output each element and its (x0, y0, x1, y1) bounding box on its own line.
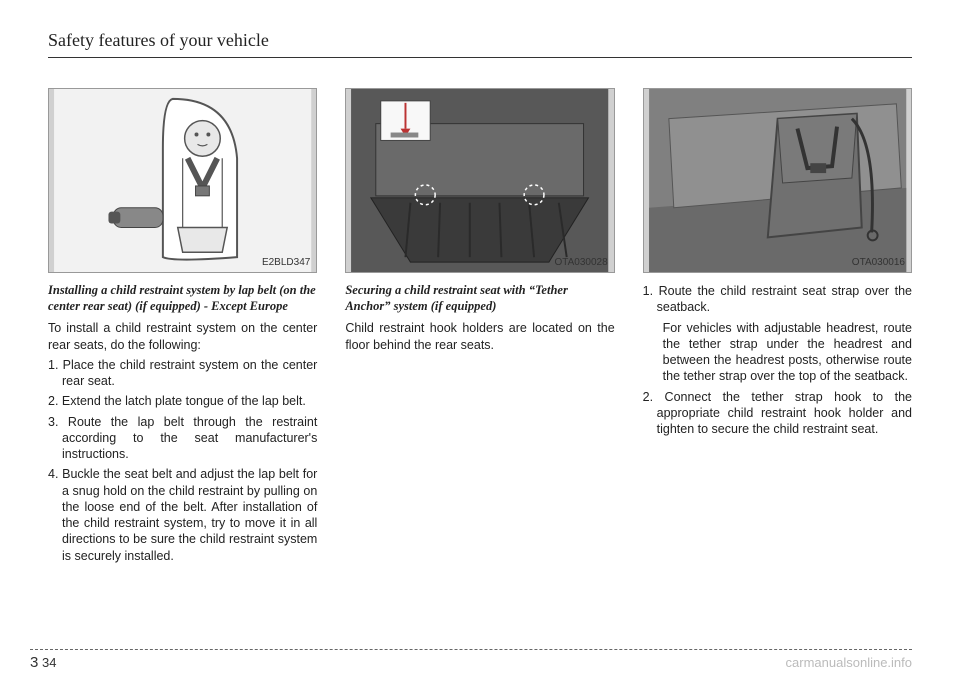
figure-label-2: OTA030028 (554, 257, 607, 268)
subhead-1: Installing a child restraint system by l… (48, 283, 317, 314)
col3-item1: 1. Route the child restraint seat strap … (643, 283, 912, 316)
trunk-floor-illustration (346, 89, 613, 272)
child-seat-illustration (49, 89, 316, 272)
col1-item4: 4. Buckle the seat belt and adjust the l… (48, 466, 317, 564)
column-3: OTA030016 1. Route the child restraint s… (643, 88, 912, 568)
page-header-title: Safety features of your vehicle (48, 30, 912, 57)
rear-seat-illustration (644, 89, 911, 272)
subhead-2: Securing a child restraint seat with “Te… (345, 283, 614, 314)
col3-item1-sub: For vehicles with adjustable headrest, r… (643, 320, 912, 385)
page-footer: 3 34 carmanualsonline.info (30, 649, 912, 671)
figure-tether-anchor-floor: OTA030028 (345, 88, 614, 273)
page-number-value: 34 (42, 655, 56, 670)
col1-intro: To install a child restraint system on t… (48, 320, 317, 353)
chapter-number: 3 (30, 654, 38, 671)
column-2: OTA030028 Securing a child restraint sea… (345, 88, 614, 568)
col1-item2: 2. Extend the latch plate tongue of the … (48, 393, 317, 409)
column-1: E2BLD347 Installing a child restraint sy… (48, 88, 317, 568)
col1-item3: 3. Route the lap belt through the restra… (48, 414, 317, 463)
content-columns: E2BLD347 Installing a child restraint sy… (48, 88, 912, 568)
col2-body: Child restraint hook holders are located… (345, 320, 614, 353)
header-rule (48, 57, 912, 58)
col1-item1: 1. Place the child restraint system on t… (48, 357, 317, 390)
figure-label-3: OTA030016 (852, 257, 905, 268)
watermark-text: carmanualsonline.info (786, 655, 912, 670)
figure-child-restraint-lapbelt: E2BLD347 (48, 88, 317, 273)
figure-label-1: E2BLD347 (262, 257, 310, 268)
manual-page: Safety features of your vehicle (0, 0, 960, 689)
figure-tether-seatback: OTA030016 (643, 88, 912, 273)
page-number: 3 34 (30, 654, 56, 671)
col3-item2: 2. Connect the tether strap hook to the … (643, 389, 912, 438)
